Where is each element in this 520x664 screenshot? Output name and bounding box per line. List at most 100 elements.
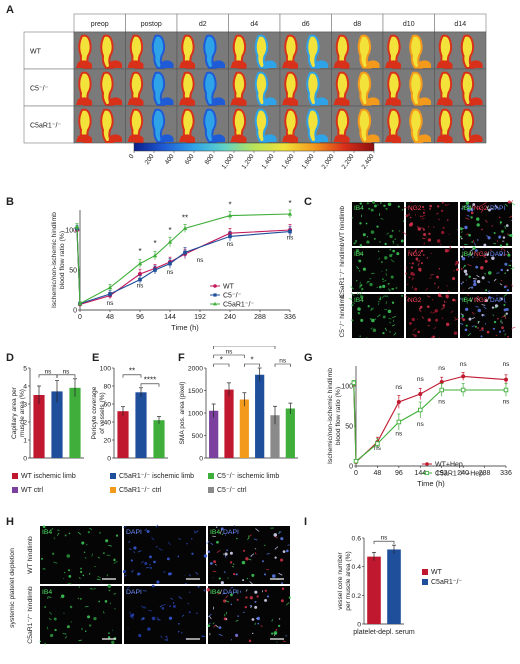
legend-marker [425, 462, 429, 466]
y-tick-label: 1500 [188, 388, 203, 395]
micrograph-speck [380, 217, 384, 221]
micrograph-speck [446, 249, 450, 252]
micrograph-speck [128, 548, 132, 550]
micrograph-speck [459, 297, 463, 300]
micrograph-speck [209, 622, 211, 625]
micrograph-speck [455, 260, 459, 265]
micrograph-speck [145, 566, 150, 569]
micrograph-speck [459, 322, 464, 325]
channel-label-slash: / [220, 589, 222, 596]
micrograph-speck [506, 269, 509, 272]
micrograph-speck [462, 246, 465, 249]
micrograph-speck [280, 531, 282, 533]
micrograph-speck [212, 570, 217, 573]
row-label: C5aR1⁻/⁻ hindlimb [27, 586, 34, 644]
legend-label: WT+Hep. [435, 462, 465, 469]
data-point [228, 234, 232, 239]
micrograph-speck [350, 286, 354, 290]
micrograph-speck [509, 234, 513, 237]
doppler-foot-left [282, 60, 298, 68]
doppler-foot-left [179, 134, 195, 142]
micrograph-speck [499, 244, 503, 247]
doppler-foot-right [159, 134, 174, 142]
micrograph-speck [368, 207, 371, 210]
micrograph-speck [400, 239, 404, 243]
legend-label: C5⁻/⁻ [223, 293, 242, 300]
micrograph-speck [493, 232, 496, 234]
micrograph-speck [453, 316, 457, 319]
micrograph-speck [167, 541, 172, 546]
micrograph-speck [456, 268, 459, 271]
micrograph-speck [371, 318, 375, 323]
row-label-cell [23, 105, 75, 144]
micrograph-speck [358, 292, 362, 296]
micrograph-speck [425, 236, 427, 238]
micrograph-speck [355, 249, 360, 253]
micrograph-speck [438, 267, 441, 270]
legend-label: WT ctrl [21, 487, 43, 494]
x-tick-label: 336 [500, 470, 512, 477]
doppler-foot-left [333, 134, 350, 142]
significance-label: ns [197, 257, 205, 264]
micrograph-speck [254, 600, 257, 603]
micrograph-speck [93, 616, 97, 621]
micrograph-speck [414, 287, 418, 291]
micrograph-speck [410, 266, 414, 269]
y-tick-label: 0 [357, 622, 361, 629]
micrograph-speck [186, 542, 188, 545]
micrograph-speck [366, 236, 368, 238]
legend-label: WT [223, 284, 235, 291]
panel-g-chart: 0 50 100 0 48 96 144 192 240 288 336 Time (h) Ischem… [327, 361, 512, 488]
y-axis-label: Pericyte coverageof vessels (%) [91, 386, 106, 439]
timepoint-header-label: d10 [403, 21, 415, 28]
micrograph-speck [223, 571, 226, 574]
row-label: WT hindlimb [339, 206, 346, 242]
channel-label-slash: / [471, 297, 473, 304]
micrograph-speck [454, 318, 459, 321]
row-label: WT [30, 49, 42, 56]
legend-marker [213, 293, 217, 297]
micrograph-speck [429, 204, 432, 208]
micrograph-speck [218, 633, 223, 637]
micrograph-speck [216, 549, 221, 554]
micrograph-speck [409, 216, 412, 219]
micrograph-speck [89, 527, 93, 531]
micrograph-speck [49, 611, 52, 615]
legend-swatch [110, 487, 116, 493]
micrograph-speck [194, 530, 199, 534]
micrograph-speck [275, 629, 278, 631]
significance-bracket [244, 363, 260, 367]
micrograph-speck [442, 304, 446, 307]
significance-label: ns [395, 431, 403, 438]
y-tick-label: 0 [349, 464, 353, 471]
micrograph-speck [480, 209, 484, 213]
micrograph-speck [80, 567, 83, 570]
legend-swatch [12, 487, 18, 493]
micrograph-speck [461, 256, 466, 261]
micrograph-speck [133, 546, 137, 550]
micrograph-speck [391, 324, 396, 327]
micrograph-speck [54, 628, 57, 632]
micrograph-speck [249, 604, 252, 607]
bar [285, 408, 295, 458]
micrograph-speck [501, 326, 504, 330]
micrograph-speck [214, 563, 217, 566]
micrograph-speck [162, 604, 166, 606]
micrograph-speck [503, 249, 506, 252]
micrograph-speck [508, 264, 510, 267]
micrograph-speck [475, 305, 479, 308]
data-point [168, 261, 172, 266]
micrograph-speck [394, 238, 396, 240]
micrograph-speck [476, 279, 481, 284]
micrograph-speck [498, 330, 502, 333]
micrograph-speck [481, 276, 485, 280]
y-axis-label: Ischemic/non-ischemic hindlimbblood flow… [51, 212, 66, 308]
micrograph-speck [359, 335, 362, 338]
micrograph-speck [352, 301, 356, 304]
micrograph-speck [426, 257, 429, 259]
micrograph-speck [254, 552, 257, 555]
panel-a-doppler-grid: preop postop d2 d4 d6 d8 d10 d14 WT C5⁻/⁻ C5aR1⁻/⁻… [23, 13, 487, 170]
micrograph-speck [266, 552, 270, 555]
micrograph-speck [412, 250, 417, 255]
data-point [108, 292, 112, 296]
